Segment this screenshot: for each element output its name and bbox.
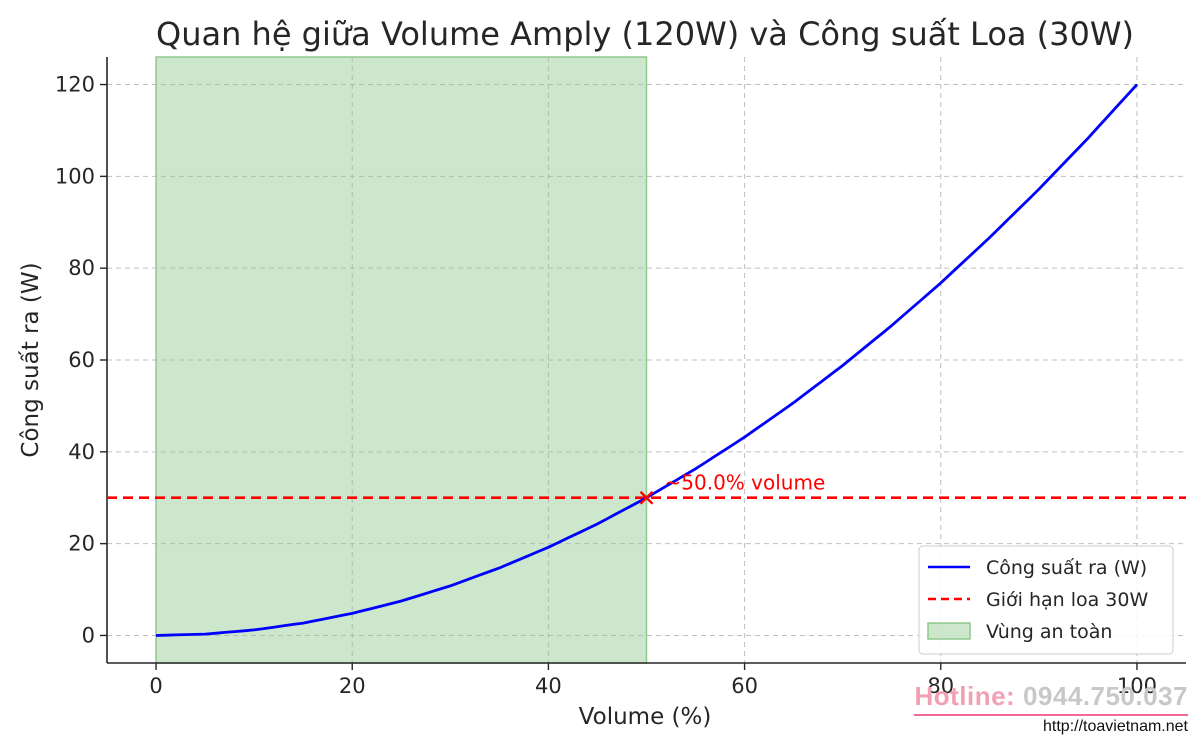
- legend-label: Công suất ra (W): [986, 557, 1147, 579]
- y-tick-label: 20: [68, 532, 95, 556]
- y-tick-label: 40: [68, 440, 95, 464]
- x-tick-label: 40: [535, 674, 562, 698]
- plot-area: 0 20 40 60 80 100 0 20 40 60 80 100 120 ~50.0% volume…: [55, 56, 1186, 698]
- legend-box: [918, 545, 1174, 655]
- legend: Công suất ra (W) Giới hạn loa 30W Vùng an …: [918, 545, 1174, 655]
- chart-title: Quan hệ giữa Volume Amply (120W) và Công…: [156, 15, 1134, 53]
- x-tick-label: 100: [1117, 674, 1157, 698]
- intersection-annotation: ~50.0% volume: [665, 471, 826, 495]
- hotline-number: 0944.750.037: [1022, 681, 1188, 711]
- x-axis-label: Volume (%): [579, 704, 712, 730]
- y-tick-label: 60: [68, 348, 95, 372]
- y-tick-label: 80: [68, 256, 95, 280]
- intersection-marker: [639, 490, 654, 505]
- watermark: Hotline: 0944.750.037 http://toavietnam.…: [914, 681, 1188, 736]
- legend-label: Giới hạn loa 30W: [986, 589, 1148, 611]
- hotline-label: Hotline:: [914, 681, 1016, 711]
- y-tick-label: 0: [82, 623, 95, 647]
- watermark-underline: [914, 714, 1188, 716]
- y-tick-label: 100: [55, 164, 95, 188]
- watermark-url: http://toavietnam.net: [1043, 718, 1188, 735]
- x-tick-label: 60: [731, 674, 758, 698]
- x-tick-label: 0: [149, 674, 162, 698]
- legend-swatch: [927, 622, 971, 640]
- legend-label: Vùng an toàn: [986, 621, 1112, 643]
- y-tick-label: 120: [55, 73, 95, 97]
- safe-zone-region: [155, 56, 648, 664]
- marker-stroke: [639, 490, 654, 505]
- x-tick-label: 20: [339, 674, 366, 698]
- hotline: Hotline: 0944.750.037: [914, 681, 1188, 712]
- x-tick-label: 80: [927, 674, 954, 698]
- y-axis-label: Công suất ra (W): [18, 262, 44, 457]
